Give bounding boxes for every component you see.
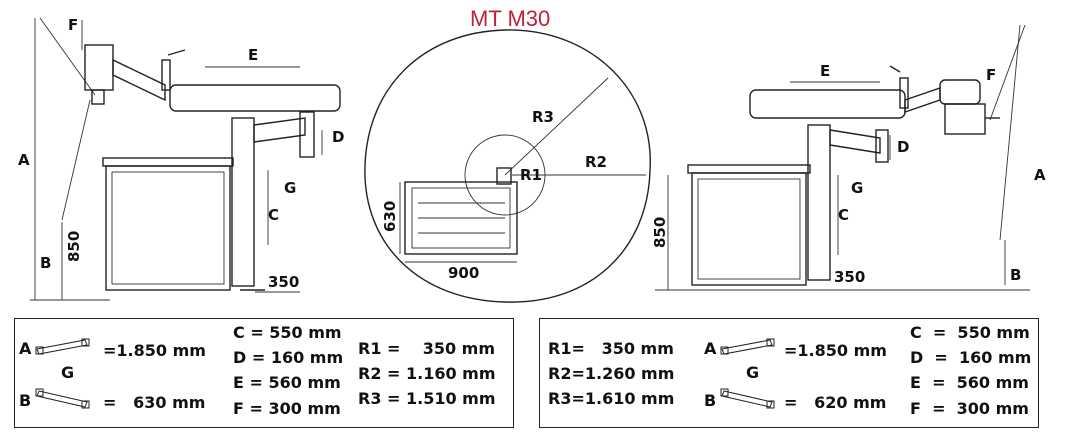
label-350: 350 — [834, 268, 865, 286]
arm-b-label: B — [704, 391, 717, 410]
arm-a-icon — [720, 338, 775, 355]
spec-r3: R3=1.610 mm — [548, 389, 675, 408]
right-side-view: E F D G C A B 850 350 — [651, 24, 1046, 291]
articulated-arm — [112, 58, 166, 102]
label-850: 850 — [65, 231, 83, 262]
spec-d: D = 160 mm — [910, 348, 1032, 367]
label-d: D — [897, 138, 909, 156]
arm-a-value: =1.850 mm — [784, 341, 887, 360]
spec-r3: R3 = 1.510 mm — [358, 389, 496, 408]
spec-f: F = 300 mm — [233, 399, 341, 418]
arm-g-label: G — [746, 363, 760, 382]
arm-top — [749, 89, 906, 119]
label-r1: R1 — [520, 166, 542, 184]
reach-circle-r3 — [364, 29, 651, 303]
label-r2: R2 — [585, 153, 607, 171]
tapping-head — [939, 79, 981, 105]
spec-r2: R2=1.260 mm — [548, 364, 675, 383]
label-e: E — [248, 46, 258, 64]
arm-b-label: B — [19, 391, 32, 410]
arm-b-icon — [35, 388, 90, 409]
arm-a-icon — [35, 338, 90, 355]
spec-c: C = 550 mm — [233, 323, 342, 342]
label-350: 350 — [268, 273, 299, 291]
label-900: 900 — [448, 264, 479, 282]
workbench — [105, 165, 231, 291]
diagram-title: MT M30 — [470, 6, 550, 31]
spec-r2: R2 = 1.160 mm — [358, 364, 496, 383]
left-side-view: F E A D G C B 850 350 — [18, 16, 344, 301]
spec-table-left: A =1.850 mm G B = 630 mm C = 550 mm D = … — [14, 318, 514, 428]
arm-b-value: = 630 mm — [103, 393, 206, 412]
label-e: E — [820, 62, 830, 80]
arm-a-label: A — [704, 339, 717, 358]
arm-a-label: A — [19, 339, 32, 358]
label-d: D — [332, 128, 344, 146]
bench-outline — [404, 181, 518, 255]
label-f: F — [68, 16, 78, 34]
spec-f: F = 300 mm — [910, 399, 1029, 418]
workbench — [691, 172, 807, 286]
label-850: 850 — [651, 217, 669, 248]
label-c: C — [268, 206, 279, 224]
spec-d: D = 160 mm — [233, 348, 344, 367]
label-b: B — [1010, 266, 1021, 284]
column — [807, 124, 831, 281]
arm-b-value: = 620 mm — [784, 393, 887, 412]
label-r3: R3 — [532, 108, 554, 126]
label-g: G — [851, 179, 863, 197]
spec-table-right: R1= 350 mm R2=1.260 mm R3=1.610 mm A =1.… — [539, 318, 1039, 428]
spec-e: E = 560 mm — [910, 373, 1029, 392]
tapping-head — [84, 44, 114, 91]
arm-a-value: =1.850 mm — [103, 341, 206, 360]
label-a: A — [18, 151, 30, 169]
label-b: B — [40, 254, 51, 272]
spec-r1: R1= 350 mm — [548, 339, 674, 358]
label-g: G — [284, 179, 296, 197]
label-c: C — [838, 206, 849, 224]
spec-r1: R1 = 350 mm — [358, 339, 496, 358]
spec-c: C = 550 mm — [910, 323, 1030, 342]
arm-top — [169, 84, 341, 112]
label-a: A — [1034, 166, 1046, 184]
arm-b-icon — [720, 388, 775, 409]
top-view: R3 R1 R2 630 900 — [364, 29, 651, 303]
column — [231, 117, 255, 287]
articulated-arm — [904, 87, 941, 113]
label-f: F — [986, 66, 996, 84]
label-630: 630 — [381, 201, 399, 232]
spec-e: E = 560 mm — [233, 373, 341, 392]
arm-g-label: G — [61, 363, 75, 382]
